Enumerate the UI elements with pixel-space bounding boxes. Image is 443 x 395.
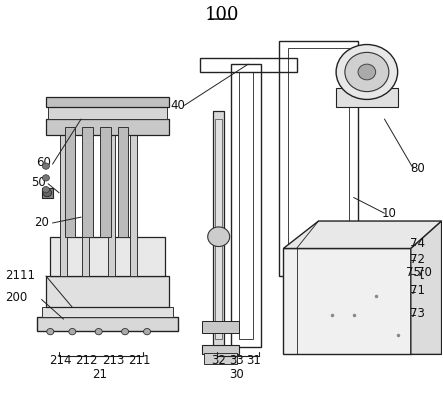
Circle shape bbox=[358, 64, 376, 80]
Circle shape bbox=[43, 175, 50, 181]
Bar bbox=[46, 276, 169, 307]
Polygon shape bbox=[284, 221, 442, 248]
Text: 31: 31 bbox=[246, 354, 261, 367]
Circle shape bbox=[336, 45, 398, 100]
Text: 70: 70 bbox=[417, 266, 432, 279]
Text: 73: 73 bbox=[410, 307, 425, 320]
Text: 212: 212 bbox=[76, 354, 98, 367]
Text: 75: 75 bbox=[406, 266, 420, 279]
Text: 2111: 2111 bbox=[5, 269, 35, 282]
Text: 60: 60 bbox=[36, 156, 51, 169]
Bar bbox=[213, 111, 224, 346]
Bar bbox=[46, 119, 169, 135]
Text: 10: 10 bbox=[381, 207, 396, 220]
Circle shape bbox=[43, 186, 50, 193]
Text: 50: 50 bbox=[31, 176, 46, 189]
Bar bbox=[46, 98, 169, 107]
Text: 40: 40 bbox=[171, 99, 185, 112]
Bar bbox=[42, 188, 53, 198]
Bar bbox=[284, 248, 411, 354]
Text: 211: 211 bbox=[128, 354, 151, 367]
Bar bbox=[231, 64, 261, 346]
Bar bbox=[42, 307, 173, 317]
Circle shape bbox=[208, 227, 230, 246]
Bar bbox=[82, 127, 93, 237]
Bar bbox=[100, 127, 111, 237]
Circle shape bbox=[47, 329, 54, 335]
Text: 100: 100 bbox=[205, 6, 239, 24]
Bar bbox=[336, 88, 398, 107]
Text: 80: 80 bbox=[410, 162, 425, 175]
Text: 213: 213 bbox=[102, 354, 124, 367]
Bar bbox=[109, 127, 115, 276]
Bar bbox=[51, 237, 165, 276]
Bar bbox=[200, 58, 296, 72]
Text: 214: 214 bbox=[49, 354, 72, 367]
Circle shape bbox=[43, 163, 50, 169]
Text: 71: 71 bbox=[410, 284, 425, 297]
Text: 30: 30 bbox=[229, 368, 244, 381]
Text: 32: 32 bbox=[211, 354, 226, 367]
Bar bbox=[279, 41, 358, 276]
Bar bbox=[239, 72, 253, 339]
Polygon shape bbox=[411, 221, 442, 354]
Circle shape bbox=[69, 329, 76, 335]
Bar bbox=[215, 119, 222, 339]
Text: 200: 200 bbox=[5, 291, 27, 304]
Bar bbox=[288, 49, 349, 268]
Circle shape bbox=[43, 189, 52, 197]
Circle shape bbox=[95, 329, 102, 335]
Bar bbox=[130, 127, 137, 276]
Text: 33: 33 bbox=[229, 354, 244, 367]
Bar bbox=[82, 127, 89, 276]
Bar bbox=[65, 127, 75, 237]
Text: 20: 20 bbox=[34, 216, 49, 229]
Bar bbox=[48, 107, 167, 119]
Bar bbox=[117, 127, 128, 237]
Circle shape bbox=[144, 329, 151, 335]
Text: 74: 74 bbox=[410, 237, 425, 250]
Text: 72: 72 bbox=[410, 252, 425, 265]
Bar bbox=[202, 344, 239, 354]
Bar bbox=[37, 317, 178, 331]
Circle shape bbox=[345, 53, 389, 92]
Bar bbox=[60, 127, 67, 276]
Circle shape bbox=[121, 329, 128, 335]
Bar bbox=[202, 321, 239, 333]
Text: 21: 21 bbox=[93, 368, 108, 381]
Bar bbox=[204, 353, 237, 364]
